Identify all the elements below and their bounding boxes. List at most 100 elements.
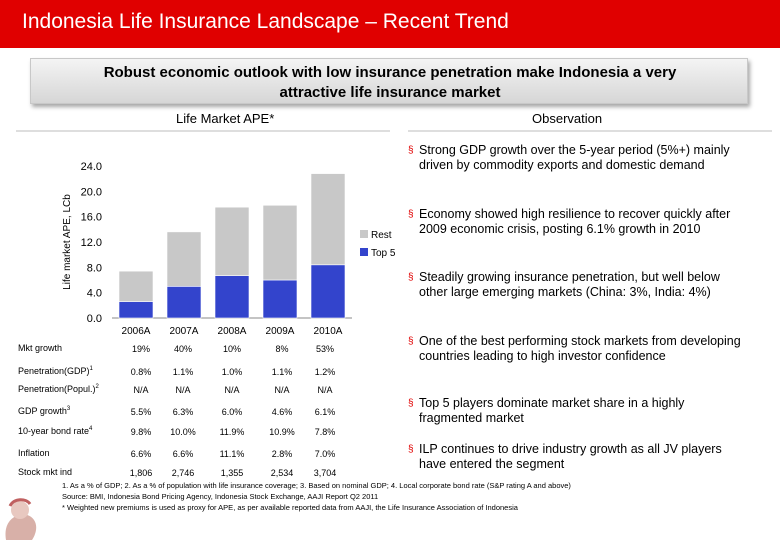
row-label-footnote-ref: 1	[89, 366, 93, 372]
headline-text: Robust economic outlook with low insuran…	[31, 63, 749, 103]
table-row-label: Inflation	[18, 448, 50, 458]
observation-item: § ILP continues to drive industry growth …	[408, 442, 748, 472]
table-row-label: Mkt growth	[18, 343, 62, 353]
title-bar: Indonesia Life Insurance Landscape – Rec…	[0, 0, 780, 48]
table-cell: 6.6%	[130, 449, 152, 459]
table-cell: 7.8%	[314, 427, 336, 437]
y-tick-label: 24.0	[81, 161, 102, 173]
x-tick-label: 2008A	[218, 326, 247, 337]
table-cell: 2,746	[171, 468, 195, 478]
legend-swatch	[360, 230, 368, 238]
row-label-text: GDP growth	[18, 406, 67, 416]
bar-top-5	[166, 286, 202, 319]
table-row-label: Stock mkt ind	[18, 467, 72, 477]
table-cell: 10.9%	[269, 427, 295, 437]
bullet-icon: §	[408, 444, 414, 455]
legend-swatch	[360, 248, 368, 256]
observation-item: § One of the best performing stock market…	[408, 334, 748, 364]
table-cell: 1.2%	[314, 367, 336, 377]
table-cell: 1,355	[220, 468, 244, 478]
bullet-icon: §	[408, 398, 414, 409]
bullet-icon: §	[408, 336, 414, 347]
x-tick-label: 2007A	[170, 326, 199, 337]
row-label-text: Penetration(GDP)	[18, 366, 90, 376]
table-row-label: Penetration(GDP)1	[18, 366, 93, 376]
table-cell: 1,806	[129, 468, 153, 478]
bar-rest	[118, 270, 154, 302]
table-cell: 5.5%	[130, 407, 152, 417]
x-tick-label: 2006A	[122, 326, 151, 337]
footnote-ape-note: * Weighted new premiums is used as proxy…	[62, 503, 518, 512]
bar-top-5	[118, 301, 154, 319]
table-cell: 1.0%	[221, 367, 243, 377]
table-cell: 6.6%	[172, 449, 194, 459]
table-cell: 10.0%	[170, 427, 196, 437]
observation-section-title: Observation	[532, 111, 603, 126]
observation-text: Top 5 players dominate market share in a…	[419, 396, 685, 425]
table-cell: 11.9%	[219, 427, 245, 437]
bar-top-5	[310, 264, 346, 319]
table-cell: 0.8%	[130, 367, 152, 377]
footnote-definitions: 1. As a % of GDP; 2. As a % of populatio…	[62, 481, 571, 490]
table-cell: 1.1%	[271, 367, 293, 377]
headline-banner: Robust economic outlook with low insuran…	[30, 58, 748, 104]
table-cell: 53%	[315, 344, 334, 354]
bullet-icon: §	[408, 209, 414, 220]
table-cell: N/A	[317, 385, 333, 395]
table-cell: 11.1%	[219, 449, 245, 459]
company-logo-icon	[5, 498, 37, 540]
table-cell: 6.1%	[314, 407, 336, 417]
bar-rest	[262, 204, 298, 281]
y-tick-label: 4.0	[87, 288, 102, 300]
table-row-label: 10-year bond rate4	[18, 426, 92, 436]
table-cell: N/A	[133, 385, 149, 395]
y-tick-label: 0.0	[87, 313, 102, 325]
table-cell: 2.8%	[271, 449, 293, 459]
table-cell: 19%	[131, 344, 150, 354]
bullet-icon: §	[408, 145, 414, 156]
page-title: Indonesia Life Insurance Landscape – Rec…	[22, 10, 509, 33]
row-label-footnote-ref: 3	[66, 406, 71, 412]
table-cell: N/A	[175, 385, 191, 395]
table-cell: 1.1%	[172, 367, 194, 377]
x-tick-label: 2010A	[314, 326, 343, 337]
footnote-source: Source: BMI, Indonesia Bond Pricing Agen…	[62, 492, 379, 501]
bullet-icon: §	[408, 272, 414, 283]
table-cell: 8%	[275, 344, 289, 354]
bar-rest	[310, 173, 346, 266]
y-tick-label: 8.0	[87, 262, 102, 274]
row-label-text: 10-year bond rate	[18, 426, 90, 436]
x-tick-label: 2009A	[266, 326, 295, 337]
table-cell: N/A	[224, 385, 240, 395]
bar-top-5	[262, 279, 298, 319]
table-row-label: Penetration(Popul.)2	[18, 384, 99, 394]
legend-label: Rest	[371, 230, 392, 241]
table-cell: 9.8%	[130, 427, 152, 437]
table-cell: 40%	[173, 344, 192, 354]
bar-top-5	[214, 275, 250, 319]
row-label-footnote-ref: 4	[89, 426, 93, 432]
row-label-text: Penetration(Popul.)	[18, 384, 96, 394]
table-cell: N/A	[274, 385, 290, 395]
table-cell: 10%	[222, 344, 241, 354]
table-cell: 4.6%	[271, 407, 293, 417]
bar-rest	[214, 206, 250, 276]
observation-item: § Strong GDP growth over the 5-year perio…	[408, 143, 748, 173]
observation-text: One of the best performing stock markets…	[419, 334, 741, 363]
row-label-text: Stock mkt ind	[18, 467, 73, 477]
row-label-footnote-ref: 2	[95, 384, 99, 390]
observation-item: § Economy showed high resilience to recov…	[408, 207, 748, 237]
chart-section-title: Life Market APE*	[176, 111, 275, 126]
y-tick-label: 20.0	[81, 186, 102, 198]
y-tick-label: 12.0	[81, 237, 102, 249]
table-cell: 6.3%	[172, 407, 194, 417]
observation-text: ILP continues to drive industry growth a…	[419, 442, 722, 471]
headline-line-2: attractive life insurance market	[279, 84, 501, 101]
bar-rest	[166, 231, 202, 287]
headline-line-1: Robust economic outlook with low insuran…	[103, 64, 677, 81]
table-cell: 6.0%	[221, 407, 243, 417]
observation-text: Strong GDP growth over the 5-year period…	[419, 143, 730, 172]
table-cell: 2,534	[270, 468, 294, 478]
observation-item: § Top 5 players dominate market share in …	[408, 396, 748, 426]
right-divider	[408, 130, 772, 132]
